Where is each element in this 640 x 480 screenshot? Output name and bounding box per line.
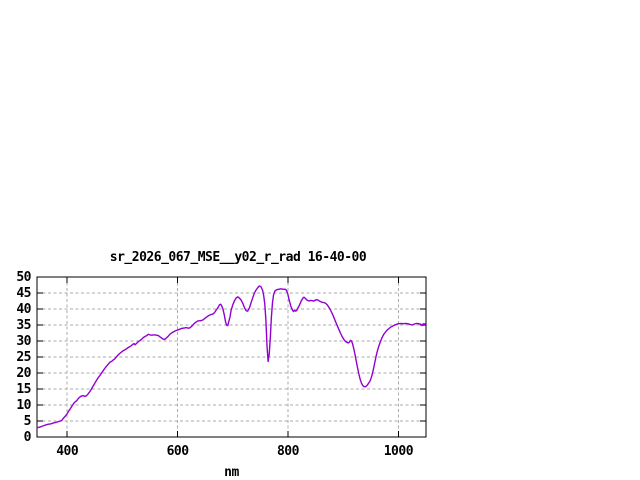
x-tick-label: 1000 bbox=[383, 444, 414, 459]
y-tick-label: 50 bbox=[16, 269, 31, 285]
y-tick-label: 30 bbox=[16, 333, 31, 349]
y-tick-label: 35 bbox=[16, 317, 31, 333]
y-tick-label: 15 bbox=[16, 381, 31, 397]
x-tick-label: 600 bbox=[166, 444, 189, 459]
x-axis-title: nm bbox=[224, 465, 239, 480]
spectrum-curve bbox=[36, 285, 427, 429]
y-tick-label: 25 bbox=[16, 349, 31, 365]
y-tick-label: 45 bbox=[16, 285, 31, 301]
y-tick-label: 40 bbox=[16, 301, 31, 317]
y-tick-label: 20 bbox=[16, 365, 31, 381]
y-tick-label: 5 bbox=[23, 413, 32, 429]
chart-title: sr_2026_067_MSE__y02_r_rad 16-40-00 bbox=[109, 250, 367, 265]
x-tick-label: 800 bbox=[276, 444, 299, 459]
x-tick-label: 400 bbox=[56, 444, 79, 459]
y-tick-label: 0 bbox=[23, 429, 32, 445]
y-tick-label: 10 bbox=[16, 397, 31, 413]
